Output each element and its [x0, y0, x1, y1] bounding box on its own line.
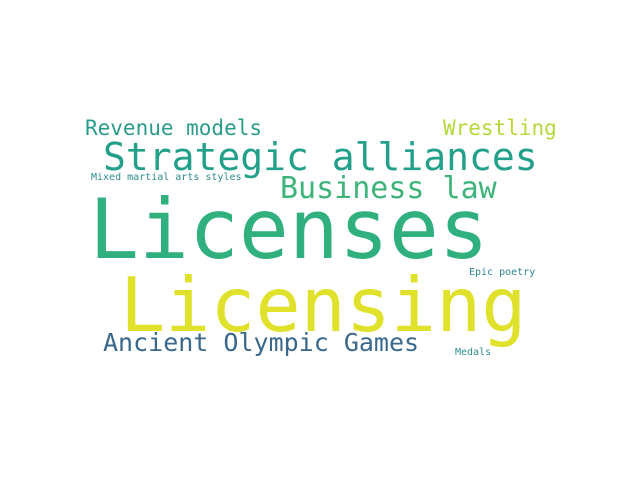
word-ancient-olympic-games: Ancient Olympic Games	[103, 328, 420, 357]
word-mixed-martial-arts: Mixed martial arts styles	[91, 172, 242, 183]
word-wrestling: Wrestling	[443, 116, 557, 140]
word-medals: Medals	[455, 347, 492, 358]
word-revenue-models: Revenue models	[85, 116, 263, 140]
word-licensing: Licensing	[120, 261, 527, 349]
word-epic-poetry: Epic poetry	[469, 267, 536, 278]
word-business-law: Business law	[280, 171, 497, 206]
word-strategic-alliances: Strategic alliances	[103, 135, 538, 179]
word-licenses: Licenses	[89, 181, 489, 278]
